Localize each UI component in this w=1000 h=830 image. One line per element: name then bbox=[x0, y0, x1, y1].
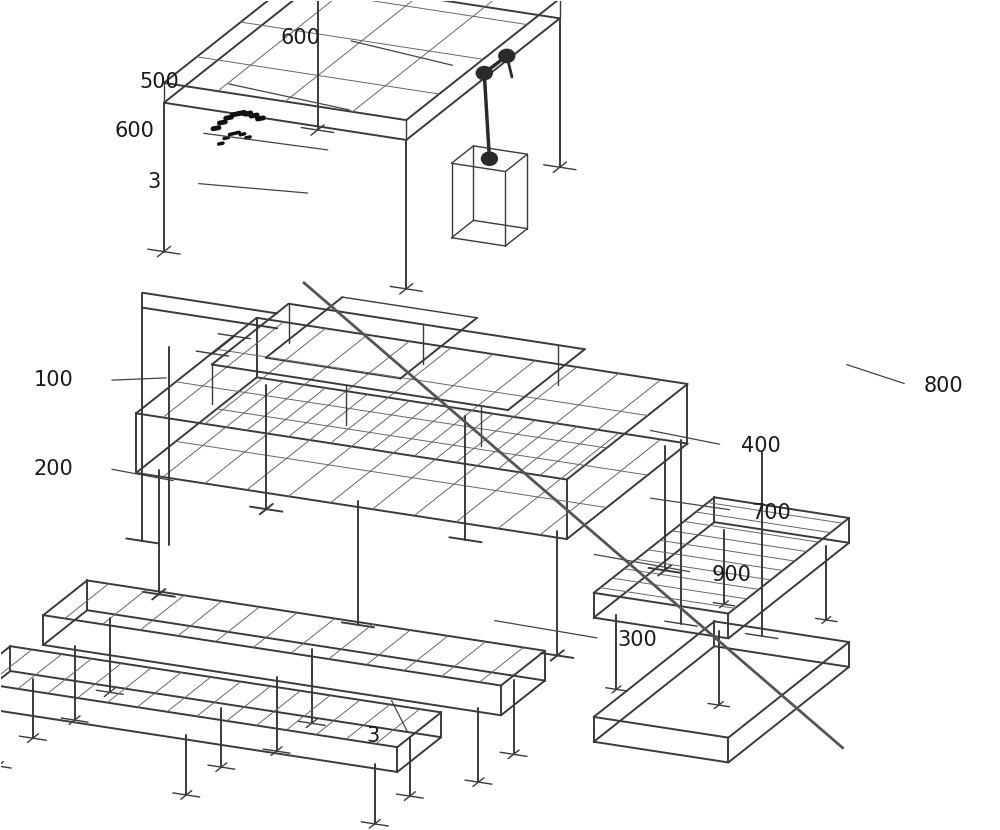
Text: 200: 200 bbox=[33, 459, 73, 479]
Text: 3: 3 bbox=[367, 726, 380, 746]
Circle shape bbox=[476, 66, 492, 80]
Text: 700: 700 bbox=[751, 503, 791, 523]
Text: 500: 500 bbox=[139, 71, 179, 91]
Text: 300: 300 bbox=[618, 630, 657, 650]
Text: 900: 900 bbox=[711, 564, 751, 584]
Text: 800: 800 bbox=[924, 376, 964, 396]
Circle shape bbox=[499, 49, 515, 62]
Circle shape bbox=[481, 152, 497, 165]
Text: 600: 600 bbox=[281, 27, 320, 48]
Text: 400: 400 bbox=[741, 437, 781, 457]
Text: 100: 100 bbox=[33, 370, 73, 390]
Text: 600: 600 bbox=[114, 121, 154, 141]
Text: 3: 3 bbox=[147, 172, 161, 192]
